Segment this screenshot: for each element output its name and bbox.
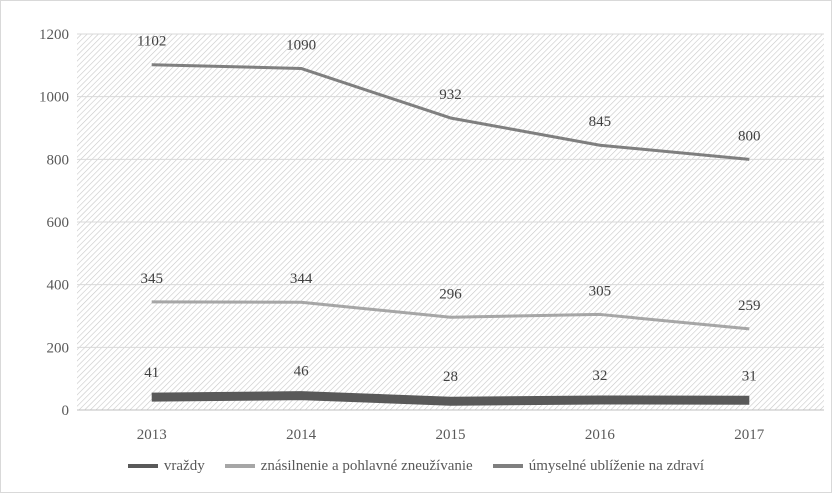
- data-label: 41: [144, 365, 159, 381]
- legend-item: znásilnenie a pohlavné zneužívanie: [225, 458, 473, 475]
- y-tick-label: 600: [47, 215, 70, 231]
- data-label: 345: [140, 271, 163, 287]
- data-label: 28: [443, 369, 458, 385]
- data-label: 32: [592, 368, 607, 384]
- y-tick-label: 1200: [39, 27, 69, 43]
- legend-swatch: [225, 464, 255, 468]
- data-label: 845: [589, 114, 612, 130]
- legend-swatch: [493, 464, 523, 468]
- legend-swatch: [128, 464, 158, 468]
- x-tick-label: 2015: [436, 427, 466, 443]
- data-label: 1090: [286, 37, 316, 53]
- legend-label: úmyselné ublíženie na zdraví: [529, 458, 704, 475]
- y-tick-label: 200: [47, 340, 70, 356]
- data-label: 800: [738, 128, 761, 144]
- data-label: 259: [738, 298, 761, 314]
- data-label: 344: [290, 271, 313, 287]
- legend-item: vraždy: [128, 458, 205, 475]
- data-label: 296: [439, 286, 462, 302]
- x-tick-label: 2014: [286, 427, 317, 443]
- data-label: 1102: [137, 34, 166, 50]
- y-tick-label: 800: [47, 152, 70, 168]
- legend: vraždy znásilnenie a pohlavné zneužívanie…: [0, 455, 832, 477]
- data-label: 932: [439, 87, 462, 103]
- data-label: 46: [294, 364, 310, 380]
- y-tick-label: 0: [62, 403, 70, 419]
- data-label: 305: [589, 283, 612, 299]
- x-tick-label: 2016: [585, 427, 616, 443]
- y-tick-label: 400: [47, 278, 70, 294]
- legend-item: úmyselné ublíženie na zdraví: [493, 458, 704, 475]
- x-tick-label: 2013: [137, 427, 167, 443]
- x-tick-label: 2017: [734, 427, 765, 443]
- legend-label: znásilnenie a pohlavné zneužívanie: [261, 458, 473, 475]
- data-label: 31: [742, 368, 757, 384]
- y-tick-label: 1000: [39, 90, 69, 106]
- legend-label: vraždy: [164, 458, 205, 475]
